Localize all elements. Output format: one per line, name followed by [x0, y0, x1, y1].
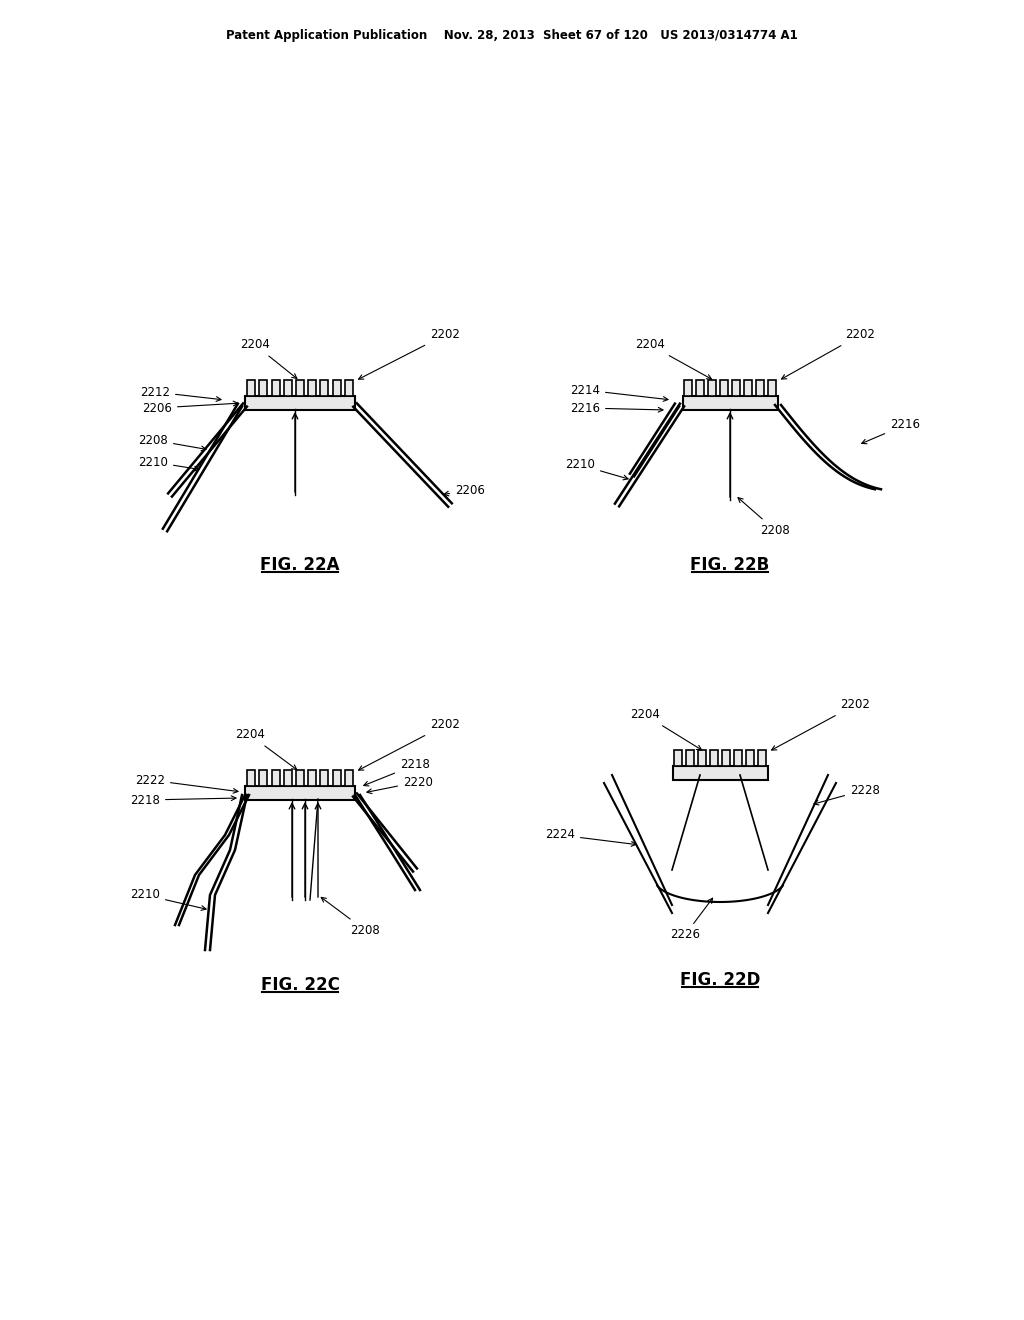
Bar — [284, 770, 292, 785]
Bar — [720, 380, 728, 396]
Text: 2220: 2220 — [367, 776, 433, 793]
Bar — [245, 785, 355, 800]
Bar — [743, 380, 752, 396]
Text: 2204: 2204 — [236, 729, 297, 770]
Bar — [245, 396, 355, 411]
Bar — [296, 380, 304, 396]
Bar — [321, 380, 329, 396]
Text: 2204: 2204 — [635, 338, 712, 379]
Bar — [734, 750, 741, 766]
Text: 2228: 2228 — [814, 784, 880, 805]
Text: 2216: 2216 — [862, 418, 920, 444]
Bar — [756, 380, 764, 396]
Bar — [308, 380, 316, 396]
Bar — [758, 750, 766, 766]
Bar — [745, 750, 754, 766]
Bar — [259, 380, 267, 396]
Text: 2212: 2212 — [140, 385, 221, 401]
Text: 2222: 2222 — [135, 774, 238, 793]
Bar — [345, 770, 353, 785]
Bar — [709, 380, 716, 396]
Bar — [333, 770, 341, 785]
Text: 2206: 2206 — [142, 401, 238, 414]
Text: 2210: 2210 — [130, 888, 206, 911]
Bar — [722, 750, 730, 766]
Bar — [710, 750, 718, 766]
Bar — [271, 770, 280, 785]
Text: 2202: 2202 — [781, 329, 874, 379]
Bar — [686, 750, 694, 766]
Bar — [673, 766, 768, 780]
Text: 2226: 2226 — [670, 898, 713, 941]
Bar — [696, 380, 705, 396]
Text: 2210: 2210 — [138, 455, 199, 471]
Bar — [333, 380, 341, 396]
Text: FIG. 22A: FIG. 22A — [260, 556, 340, 574]
Bar — [259, 770, 267, 785]
Text: 2208: 2208 — [138, 433, 206, 451]
Bar — [247, 380, 255, 396]
Bar — [732, 380, 740, 396]
Text: 2204: 2204 — [240, 338, 297, 379]
Bar — [308, 770, 316, 785]
Text: 2218: 2218 — [364, 759, 430, 785]
Text: 2218: 2218 — [130, 793, 236, 807]
Bar — [768, 380, 775, 396]
Text: 2208: 2208 — [738, 498, 790, 536]
Text: FIG. 22C: FIG. 22C — [260, 975, 339, 994]
Text: 2202: 2202 — [358, 718, 460, 770]
Text: 2202: 2202 — [358, 329, 460, 379]
Bar — [345, 380, 353, 396]
Text: Patent Application Publication    Nov. 28, 2013  Sheet 67 of 120   US 2013/03147: Patent Application Publication Nov. 28, … — [226, 29, 798, 41]
Text: 2216: 2216 — [570, 401, 663, 414]
Bar — [284, 380, 292, 396]
Text: FIG. 22B: FIG. 22B — [690, 556, 770, 574]
Bar — [684, 380, 692, 396]
Bar — [675, 750, 682, 766]
Text: 2202: 2202 — [771, 698, 869, 750]
Bar — [321, 770, 329, 785]
Text: 2206: 2206 — [444, 483, 485, 496]
Text: FIG. 22D: FIG. 22D — [680, 972, 760, 989]
Bar — [271, 380, 280, 396]
Text: 2204: 2204 — [630, 709, 701, 750]
Bar — [247, 770, 255, 785]
Text: 2214: 2214 — [570, 384, 668, 401]
Text: 2224: 2224 — [545, 829, 636, 846]
Text: 2208: 2208 — [322, 898, 380, 936]
Bar — [296, 770, 304, 785]
Bar — [683, 396, 777, 411]
Text: 2210: 2210 — [565, 458, 628, 480]
Bar — [698, 750, 707, 766]
